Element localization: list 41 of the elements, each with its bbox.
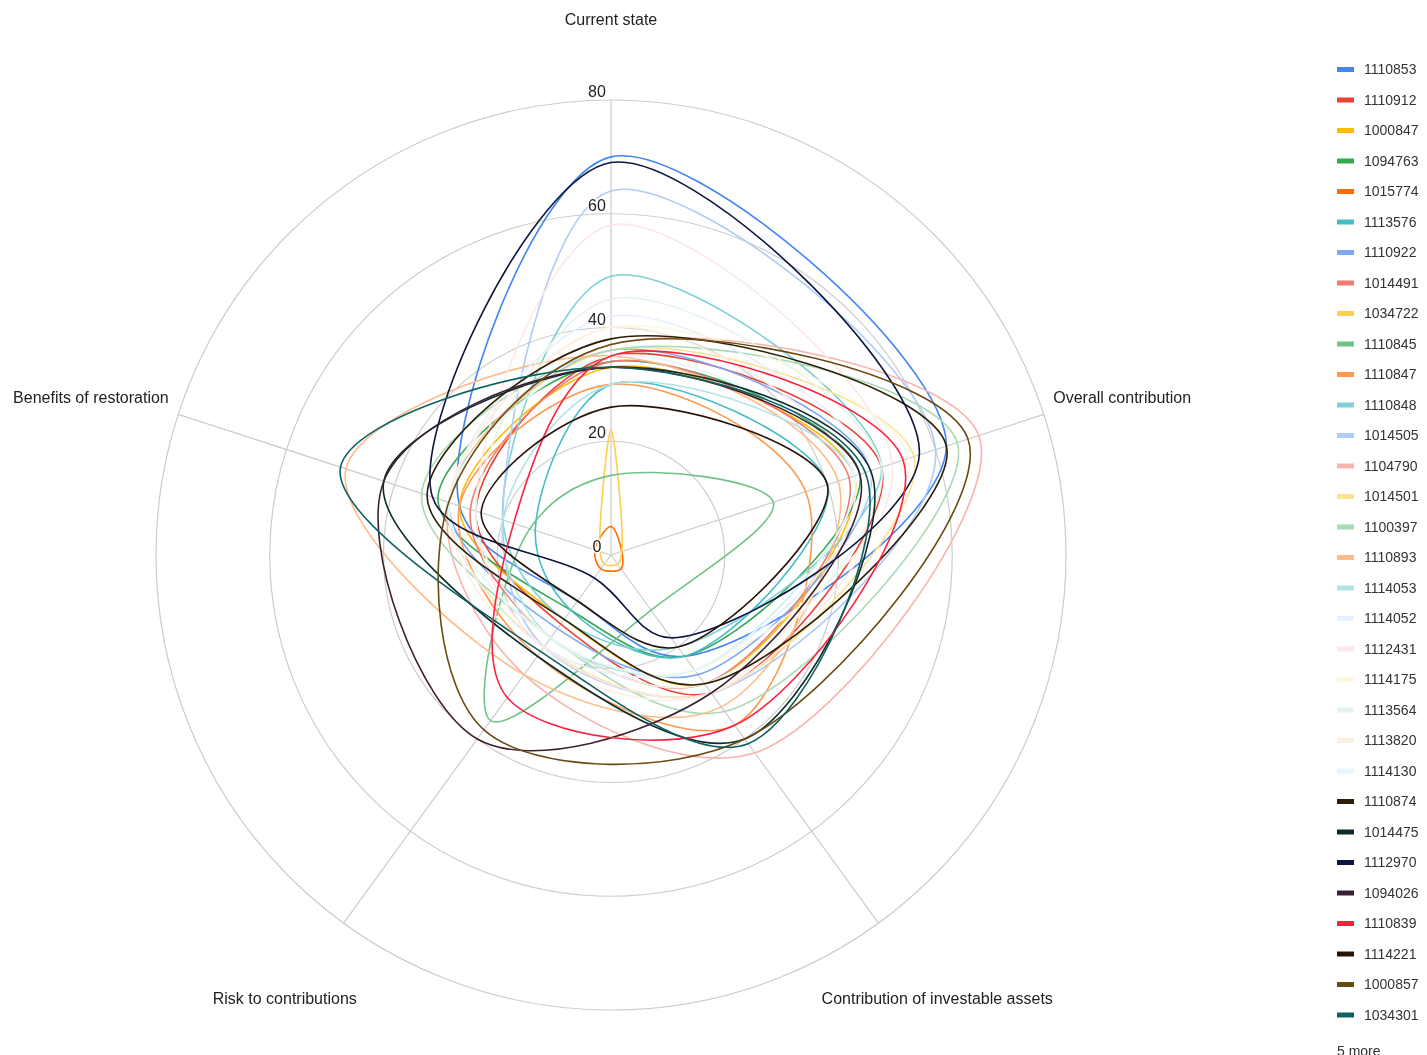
legend-label: 1110893 [1364,549,1417,565]
legend-label: 1110853 [1364,61,1417,77]
legend-label: 1000857 [1364,976,1419,992]
legend-label: 1110922 [1364,244,1417,260]
legend-label: 1015774 [1364,183,1419,199]
legend-label: 1110848 [1364,396,1417,413]
legend-label: 1014505 [1364,427,1419,443]
legend-label: 1014491 [1364,274,1419,291]
legend-label: 1113564 [1364,701,1417,718]
legend-label: 1034301 [1364,1006,1419,1023]
legend-label: 1094763 [1364,152,1419,169]
legend-label: 1113820 [1364,732,1417,748]
legend-label: 1000847 [1364,122,1419,138]
legend-label: 1104790 [1364,457,1418,474]
legend-label: 1112431 [1364,640,1417,657]
legend-label: 1114053 [1364,579,1417,596]
legend-label: 1110839 [1364,915,1417,931]
spoke-label: Benefits of restoration [13,389,169,407]
legend-label: 1114175 [1364,671,1417,687]
legend-label: 1110912 [1364,91,1417,108]
legend-label: 1094026 [1364,884,1419,901]
legend-label: 1110874 [1364,793,1417,809]
legend-label: 1114221 [1364,945,1417,962]
legend-label: 1100397 [1364,518,1418,535]
legend-label: 1014475 [1364,823,1419,840]
y-tick-label: 20 [588,424,606,442]
legend-label: 1034722 [1364,305,1419,321]
y-tick-label: 80 [588,83,606,100]
spoke-label: Overall contribution [1053,389,1192,407]
spoke-label: Contribution of investable assets [821,990,1053,1007]
legend-label: 1014501 [1364,488,1419,504]
legend-label: 1114130 [1364,762,1417,779]
legend-label: 1113576 [1364,213,1417,230]
y-tick-label: 60 [588,196,606,214]
legend-label: 1114052 [1364,610,1417,626]
legend-label: 1112970 [1364,854,1417,870]
legend-label: 1110847 [1364,366,1417,382]
spoke-label: Current state [564,11,658,28]
y-tick-label: 40 [588,310,606,328]
spoke-label: Risk to contributions [212,990,357,1007]
legend-label: 1110845 [1364,335,1417,352]
